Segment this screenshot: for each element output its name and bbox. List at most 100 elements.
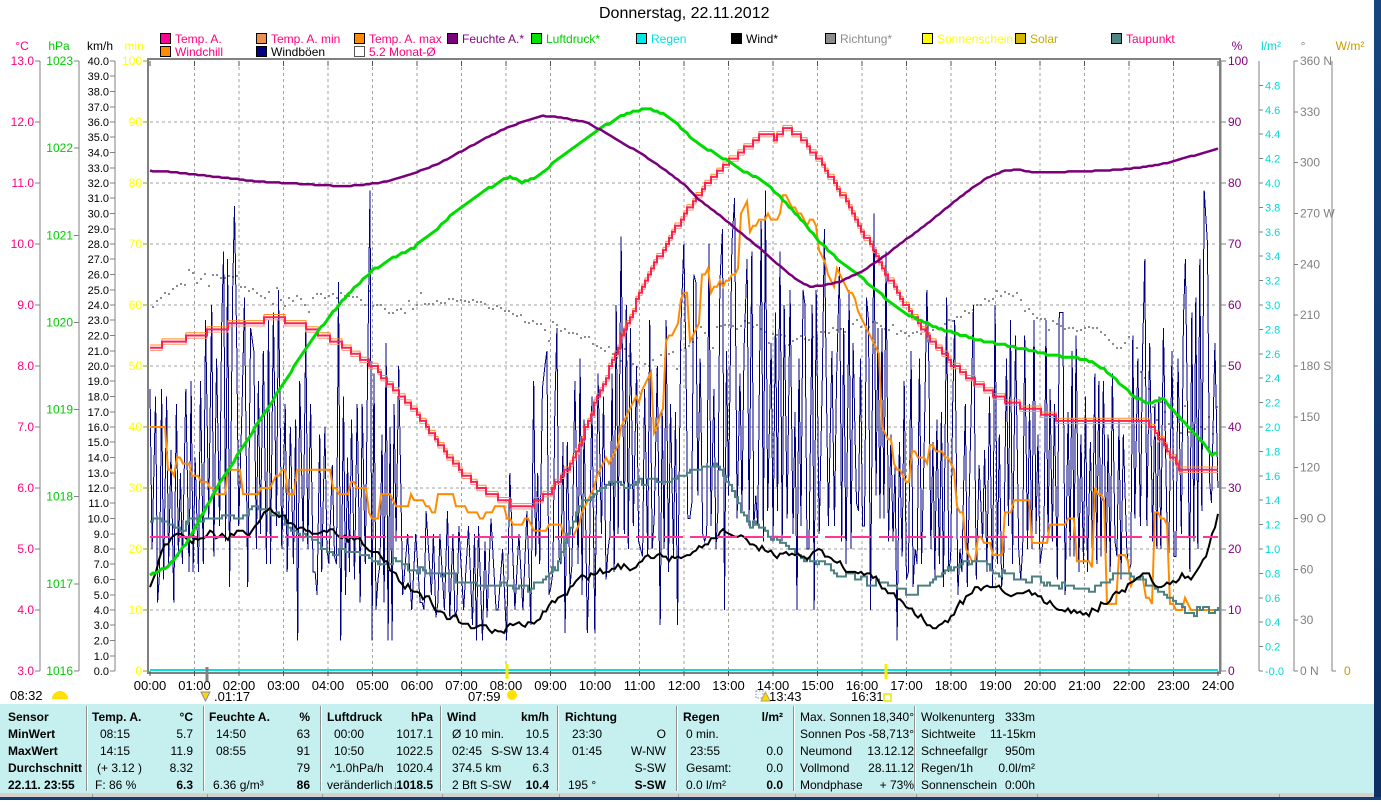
svg-text:24.0: 24.0: [88, 300, 109, 312]
svg-text:1021: 1021: [46, 228, 73, 242]
svg-text:50: 50: [129, 359, 143, 373]
svg-text:2.8: 2.8: [1265, 324, 1280, 336]
svg-text:21.0: 21.0: [88, 346, 109, 358]
svg-text:10: 10: [1228, 603, 1242, 617]
svg-text:9.0: 9.0: [17, 298, 34, 312]
svg-text:31.0: 31.0: [88, 193, 109, 205]
svg-text:00:00: 00:00: [134, 678, 167, 693]
svg-text:60: 60: [1228, 298, 1242, 312]
svg-text:07:00: 07:00: [445, 678, 478, 693]
svg-text:29.0: 29.0: [88, 224, 109, 236]
svg-text:330: 330: [1300, 105, 1320, 119]
svg-text:36.0: 36.0: [88, 117, 109, 129]
svg-text:12:00: 12:00: [668, 678, 701, 693]
svg-text:03:00: 03:00: [267, 678, 300, 693]
svg-text:39.0: 39.0: [88, 71, 109, 83]
svg-text:10.0: 10.0: [88, 514, 109, 526]
svg-text:210: 210: [1300, 308, 1320, 322]
svg-text:14:00: 14:00: [757, 678, 790, 693]
svg-text:02:00: 02:00: [223, 678, 256, 693]
svg-text:70: 70: [1228, 237, 1242, 251]
svg-text:32.0: 32.0: [88, 178, 109, 190]
svg-text:17.0: 17.0: [88, 407, 109, 419]
svg-text:10.0: 10.0: [11, 237, 35, 251]
svg-text:23:00: 23:00: [1157, 678, 1190, 693]
svg-text:04:00: 04:00: [312, 678, 345, 693]
svg-text:-0.0: -0.0: [1265, 666, 1284, 678]
svg-text:2.6: 2.6: [1265, 349, 1280, 361]
svg-text:2.2: 2.2: [1265, 398, 1280, 410]
svg-text:1018: 1018: [46, 490, 73, 504]
svg-text:3.0: 3.0: [1265, 300, 1280, 312]
svg-text:4.4: 4.4: [1265, 129, 1280, 141]
svg-text:24:00: 24:00: [1202, 678, 1235, 693]
svg-text:180 S: 180 S: [1300, 359, 1331, 373]
svg-text:360 N: 360 N: [1300, 54, 1332, 68]
svg-text:3.6: 3.6: [1265, 227, 1280, 239]
svg-text:4.8: 4.8: [1265, 80, 1280, 92]
svg-text:0.2: 0.2: [1265, 642, 1280, 654]
svg-text:13:43: 13:43: [769, 689, 802, 704]
svg-text:90 O: 90 O: [1300, 512, 1326, 526]
svg-text:0 N: 0 N: [1300, 664, 1319, 678]
svg-text:0: 0: [1228, 664, 1235, 678]
svg-text:1022: 1022: [46, 141, 73, 155]
svg-text:19.0: 19.0: [88, 376, 109, 388]
svg-text:22.0: 22.0: [88, 331, 109, 343]
svg-text:25.0: 25.0: [88, 285, 109, 297]
svg-text:1.4: 1.4: [1265, 495, 1280, 507]
svg-text:26.0: 26.0: [88, 270, 109, 282]
svg-text:23.0: 23.0: [88, 315, 109, 327]
svg-text:30.0: 30.0: [88, 209, 109, 221]
svg-text:60: 60: [1300, 562, 1314, 576]
svg-text:5.0: 5.0: [94, 590, 109, 602]
svg-text:0.0: 0.0: [94, 666, 109, 678]
svg-text:18.0: 18.0: [88, 392, 109, 404]
svg-text:240: 240: [1300, 257, 1320, 271]
svg-text:15:00: 15:00: [801, 678, 834, 693]
svg-text:1.0: 1.0: [94, 651, 109, 663]
svg-text:15.0: 15.0: [88, 437, 109, 449]
svg-text:1016: 1016: [46, 664, 73, 678]
svg-text:08:00: 08:00: [490, 678, 523, 693]
svg-text:16:31: 16:31: [851, 689, 884, 704]
svg-text:4.2: 4.2: [1265, 154, 1280, 166]
svg-text:7.0: 7.0: [94, 559, 109, 571]
svg-text:18:00: 18:00: [935, 678, 968, 693]
svg-text:12.0: 12.0: [88, 483, 109, 495]
svg-text:min: min: [124, 39, 143, 53]
svg-text:30: 30: [1300, 613, 1314, 627]
svg-text:38.0: 38.0: [88, 87, 109, 99]
svg-text:11:00: 11:00: [624, 678, 656, 693]
svg-text:13.0: 13.0: [88, 468, 109, 480]
svg-text:km/h: km/h: [87, 39, 113, 53]
svg-text:08:32: 08:32: [10, 688, 43, 703]
svg-text:80: 80: [1228, 176, 1242, 190]
svg-text:120: 120: [1300, 461, 1320, 475]
svg-text:60: 60: [129, 298, 143, 312]
svg-text:l/m²: l/m²: [1261, 39, 1281, 53]
svg-text:8.0: 8.0: [94, 544, 109, 556]
svg-text:1023: 1023: [46, 54, 73, 68]
svg-text:37.0: 37.0: [88, 102, 109, 114]
svg-text:10:00: 10:00: [579, 678, 612, 693]
svg-text:4.0: 4.0: [17, 603, 34, 617]
svg-text:6.0: 6.0: [94, 575, 109, 587]
svg-text:0.4: 0.4: [1265, 617, 1280, 629]
svg-text:8.0: 8.0: [17, 359, 34, 373]
svg-text:2.0: 2.0: [94, 636, 109, 648]
svg-text:33.0: 33.0: [88, 163, 109, 175]
svg-text:1.6: 1.6: [1265, 471, 1280, 483]
svg-text:2.4: 2.4: [1265, 373, 1280, 385]
svg-text:13:00: 13:00: [712, 678, 745, 693]
svg-text:0: 0: [135, 664, 142, 678]
svg-text:3.2: 3.2: [1265, 276, 1280, 288]
svg-text:70: 70: [129, 237, 143, 251]
svg-text:9.0: 9.0: [94, 529, 109, 541]
svg-text:3.4: 3.4: [1265, 251, 1280, 263]
svg-text:30: 30: [129, 481, 143, 495]
svg-text:1020: 1020: [46, 315, 73, 329]
svg-text:19:00: 19:00: [979, 678, 1012, 693]
svg-text:100: 100: [122, 54, 142, 68]
svg-text:3.0: 3.0: [94, 620, 109, 632]
